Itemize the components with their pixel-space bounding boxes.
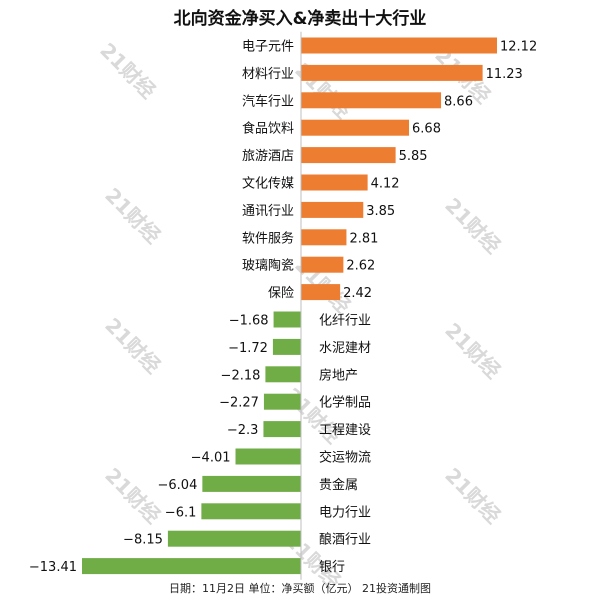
bar-水泥建材 xyxy=(272,338,301,355)
category-label: 通讯行业 xyxy=(242,204,294,219)
bar-电力行业 xyxy=(201,503,301,520)
bar-化学制品 xyxy=(263,393,301,410)
category-label: 银行 xyxy=(319,560,345,575)
bar-化纤行业 xyxy=(273,311,301,328)
value-label: 6.68 xyxy=(412,122,441,137)
bar-电子元件 xyxy=(301,37,497,54)
bar-材料行业 xyxy=(301,64,483,81)
category-label: 房地产 xyxy=(319,367,358,383)
value-label: −1.72 xyxy=(228,341,268,356)
chart-caption: 日期：11月2日 单位：净买额（亿元） 21投资通制图 xyxy=(169,582,431,595)
bar-贵金属 xyxy=(202,475,301,492)
value-label: 2.62 xyxy=(346,259,375,274)
value-label: −2.3 xyxy=(227,423,259,438)
bar-玻璃陶瓷 xyxy=(301,256,344,273)
category-label: 化纤行业 xyxy=(319,314,371,329)
category-label: 文化传媒 xyxy=(242,177,294,192)
value-label: 2.81 xyxy=(349,231,378,246)
bar-银行 xyxy=(82,558,301,575)
category-label: 工程建设 xyxy=(319,423,371,438)
category-label: 软件服务 xyxy=(242,230,294,246)
bar-房地产 xyxy=(265,366,301,383)
category-label: 电力行业 xyxy=(319,505,371,520)
bar-通讯行业 xyxy=(301,201,364,218)
category-label: 食品饮料 xyxy=(242,121,294,137)
value-label: 11.23 xyxy=(486,67,523,82)
value-label: −2.27 xyxy=(219,396,259,411)
category-label: 旅游酒店 xyxy=(242,149,294,164)
value-label: −4.01 xyxy=(191,451,231,466)
category-label: 酿酒行业 xyxy=(319,532,371,548)
category-label: 交运物流 xyxy=(319,450,371,466)
value-label: 2.42 xyxy=(343,286,372,301)
value-label: 3.85 xyxy=(366,204,395,219)
value-label: 12.12 xyxy=(500,40,537,55)
bar-软件服务 xyxy=(301,229,347,246)
value-label: −1.68 xyxy=(229,314,269,329)
bar-汽车行业 xyxy=(301,92,442,109)
value-label: −6.1 xyxy=(165,505,197,520)
category-label: 电子元件 xyxy=(242,40,294,55)
value-label: −8.15 xyxy=(123,533,163,548)
value-label: −13.41 xyxy=(29,560,77,575)
chart-title: 北向资金净买入&净卖出十大行业 xyxy=(173,9,427,29)
category-label: 水泥建材 xyxy=(319,341,371,356)
bar-食品饮料 xyxy=(301,119,410,136)
value-label: 4.12 xyxy=(371,177,400,192)
category-label: 保险 xyxy=(268,286,294,301)
value-label: −2.18 xyxy=(221,368,261,383)
bar-工程建设 xyxy=(263,421,301,438)
bar-保险 xyxy=(301,284,341,301)
category-label: 汽车行业 xyxy=(242,93,294,109)
value-label: −6.04 xyxy=(158,478,198,493)
bar-交运物流 xyxy=(235,448,301,465)
category-label: 玻璃陶瓷 xyxy=(242,258,294,274)
category-label: 材料行业 xyxy=(242,67,294,82)
category-label: 化学制品 xyxy=(319,395,371,411)
value-label: 5.85 xyxy=(399,149,428,164)
bar-旅游酒店 xyxy=(301,147,396,164)
bar-文化传媒 xyxy=(301,174,368,191)
value-label: 8.66 xyxy=(444,94,473,109)
bar-酿酒行业 xyxy=(167,530,301,547)
category-label: 贵金属 xyxy=(319,477,358,493)
